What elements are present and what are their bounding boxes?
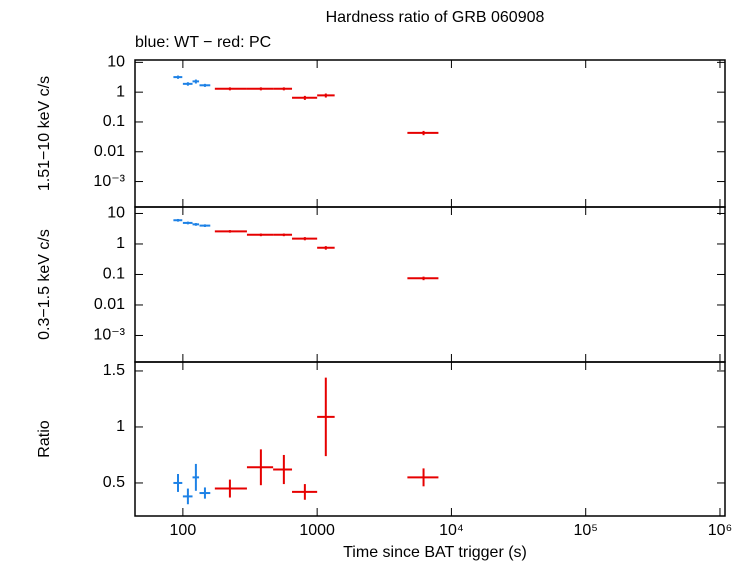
y-axis-label: Ratio bbox=[36, 420, 53, 457]
y-axis-label: 1.51−10 keV c/s bbox=[36, 76, 53, 191]
y-tick-label: 1 bbox=[116, 83, 125, 100]
y-tick-label: 10 bbox=[107, 205, 125, 222]
y-tick-label: 0.01 bbox=[94, 143, 125, 160]
y-tick-label: 1 bbox=[116, 418, 125, 435]
y-tick-label: 0.5 bbox=[103, 474, 125, 491]
x-tick-label: 100 bbox=[170, 522, 197, 539]
y-tick-label: 0.1 bbox=[103, 113, 125, 130]
y-tick-label: 0.01 bbox=[94, 296, 125, 313]
chart-title: Hardness ratio of GRB 060908 bbox=[326, 9, 545, 26]
y-tick-label: 10⁻³ bbox=[93, 173, 125, 190]
x-tick-label: 10⁵ bbox=[573, 522, 597, 539]
y-axis-label: 0.3−1.5 keV c/s bbox=[36, 229, 53, 340]
plot-frame bbox=[134, 361, 726, 517]
x-tick-label: 10⁴ bbox=[439, 522, 464, 539]
y-tick-label: 1.5 bbox=[103, 362, 125, 379]
y-tick-label: 0.1 bbox=[103, 266, 125, 283]
x-tick-label: 1000 bbox=[299, 522, 335, 539]
x-axis-label: Time since BAT trigger (s) bbox=[343, 544, 527, 561]
y-tick-label: 1 bbox=[116, 235, 125, 252]
y-tick-label: 10 bbox=[107, 54, 125, 71]
x-tick-label: 10⁶ bbox=[708, 522, 732, 539]
chart-subtitle: blue: WT − red: PC bbox=[135, 34, 271, 51]
plot-frame bbox=[134, 206, 726, 363]
y-tick-label: 10⁻³ bbox=[93, 327, 125, 344]
